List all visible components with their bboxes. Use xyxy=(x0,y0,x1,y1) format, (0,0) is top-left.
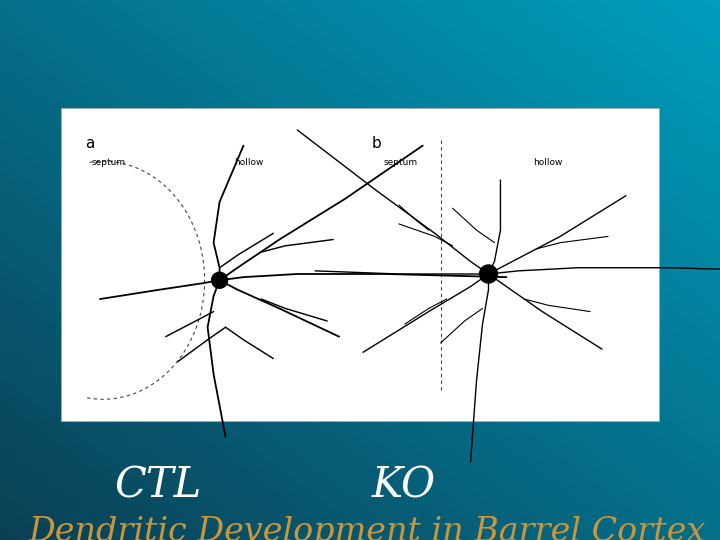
Circle shape xyxy=(480,265,498,283)
Text: b: b xyxy=(372,136,382,151)
Circle shape xyxy=(212,272,228,288)
Bar xyxy=(61,108,659,421)
Text: a: a xyxy=(85,136,94,151)
Text: hollow: hollow xyxy=(235,158,264,167)
Text: KO: KO xyxy=(371,465,436,507)
Text: septum: septum xyxy=(384,158,418,167)
Text: septum: septum xyxy=(91,158,125,167)
Text: Dendritic Development in Barrel Cortex: Dendritic Development in Barrel Cortex xyxy=(29,516,706,540)
Text: hollow: hollow xyxy=(534,158,562,167)
Text: CTL: CTL xyxy=(114,465,202,507)
